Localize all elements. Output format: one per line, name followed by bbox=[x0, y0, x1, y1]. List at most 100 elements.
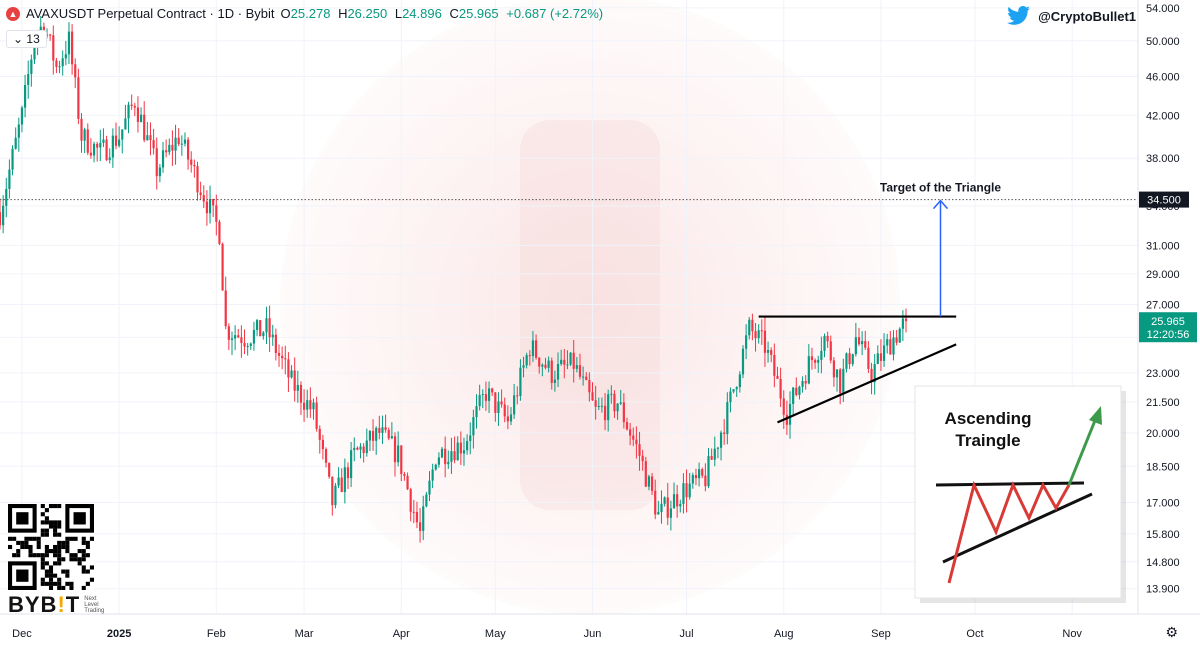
candle bbox=[610, 385, 613, 404]
countdown-label: 12:20:56 bbox=[1147, 329, 1190, 341]
candle bbox=[632, 427, 635, 447]
y-tick-label: 14.800 bbox=[1146, 557, 1180, 569]
candle bbox=[346, 462, 350, 489]
candle bbox=[271, 324, 274, 346]
candle bbox=[782, 390, 785, 429]
candle bbox=[541, 363, 544, 377]
candle bbox=[237, 328, 240, 339]
candle bbox=[751, 313, 754, 341]
candle-series bbox=[0, 15, 908, 543]
candle bbox=[779, 367, 782, 407]
candle bbox=[663, 496, 666, 507]
candle bbox=[585, 372, 588, 381]
indicator-badge[interactable]: ⌄ 13 bbox=[6, 30, 47, 48]
candle bbox=[644, 456, 647, 488]
symbol-title[interactable]: AVAXUSDT Perpetual Contract · 1D · Bybit bbox=[26, 6, 275, 21]
target-price-tag-label: 34.500 bbox=[1147, 195, 1181, 207]
candle bbox=[343, 458, 346, 504]
candle bbox=[475, 394, 478, 429]
candle bbox=[679, 499, 682, 513]
candle bbox=[804, 375, 807, 390]
candle bbox=[795, 377, 798, 397]
candle bbox=[80, 113, 83, 153]
candle bbox=[534, 334, 538, 360]
candle bbox=[0, 198, 2, 230]
candle bbox=[23, 74, 27, 118]
y-tick-label: 18.500 bbox=[1146, 461, 1180, 473]
current-price-tag bbox=[1139, 312, 1197, 343]
y-tick-label: 13.900 bbox=[1146, 584, 1180, 596]
candle bbox=[277, 344, 281, 367]
candle bbox=[177, 128, 180, 147]
candle bbox=[459, 431, 462, 465]
close-label: C bbox=[449, 6, 459, 21]
candle bbox=[92, 141, 96, 163]
candle bbox=[221, 242, 224, 291]
twitter-handle: @CryptoBullet1 bbox=[1038, 8, 1136, 24]
avax-logo-icon: ▲ bbox=[6, 6, 20, 21]
candle bbox=[466, 434, 469, 455]
candle bbox=[848, 347, 851, 370]
candle bbox=[666, 482, 669, 526]
y-tick-label: 23.000 bbox=[1146, 368, 1180, 380]
candle bbox=[312, 398, 315, 420]
candle bbox=[494, 392, 497, 422]
candle bbox=[230, 331, 234, 356]
candle bbox=[754, 323, 757, 352]
candle bbox=[67, 22, 71, 64]
inset-breakout-line bbox=[1067, 417, 1098, 486]
candle bbox=[431, 463, 434, 489]
price-axis[interactable]: 54.00050.00046.00042.00038.00034.00031.0… bbox=[1137, 0, 1200, 646]
candle bbox=[870, 362, 873, 395]
candle bbox=[14, 127, 17, 150]
candle bbox=[691, 472, 694, 489]
candle bbox=[867, 341, 870, 374]
inset-resistance-line bbox=[935, 481, 1085, 487]
candle bbox=[892, 330, 895, 361]
y-tick-label: 46.000 bbox=[1146, 71, 1180, 83]
candle bbox=[832, 357, 836, 387]
gear-icon[interactable]: ⚙ bbox=[1165, 624, 1178, 640]
time-axis[interactable]: Dec 2025 Feb Mar Apr May Jun Jul Aug Sep Oct Nov bbox=[0, 613, 1200, 640]
candle bbox=[447, 450, 450, 469]
candle bbox=[252, 321, 256, 351]
candle bbox=[196, 161, 199, 201]
candle bbox=[418, 508, 422, 543]
candle bbox=[688, 472, 691, 500]
candle bbox=[719, 430, 723, 461]
candle bbox=[143, 101, 146, 143]
x-tick-label: Feb bbox=[207, 628, 226, 640]
y-tick-label: 42.000 bbox=[1146, 110, 1180, 122]
current-price-label: 25.965 bbox=[1151, 316, 1185, 328]
target-arrow-head bbox=[932, 199, 949, 210]
candle bbox=[453, 436, 456, 464]
candle bbox=[400, 445, 403, 482]
candle bbox=[415, 501, 419, 529]
candle bbox=[497, 392, 500, 426]
candle bbox=[315, 396, 318, 432]
candle bbox=[215, 194, 218, 236]
candle bbox=[469, 422, 472, 455]
candle bbox=[710, 448, 713, 460]
x-tick-label: Apr bbox=[393, 628, 410, 640]
candle bbox=[249, 342, 252, 351]
candle bbox=[306, 389, 309, 418]
candle bbox=[168, 138, 171, 156]
candle bbox=[594, 385, 597, 420]
candle bbox=[434, 463, 437, 471]
candle bbox=[331, 476, 334, 516]
candle bbox=[525, 352, 528, 369]
candle bbox=[127, 101, 130, 134]
open-value: 25.278 bbox=[290, 6, 331, 21]
candle bbox=[149, 122, 152, 156]
candle bbox=[629, 422, 632, 446]
candle bbox=[409, 487, 412, 522]
candle bbox=[328, 462, 331, 479]
candle bbox=[810, 347, 814, 370]
candle bbox=[390, 422, 393, 440]
candle bbox=[193, 159, 196, 178]
candle bbox=[770, 347, 773, 363]
candle bbox=[829, 335, 832, 364]
candle bbox=[506, 405, 509, 430]
